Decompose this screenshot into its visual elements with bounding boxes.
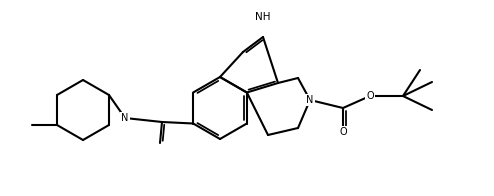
- Text: N: N: [122, 113, 129, 123]
- Text: O: O: [339, 127, 347, 137]
- Text: NH: NH: [255, 12, 271, 22]
- Text: N: N: [306, 95, 314, 105]
- Text: O: O: [366, 91, 374, 101]
